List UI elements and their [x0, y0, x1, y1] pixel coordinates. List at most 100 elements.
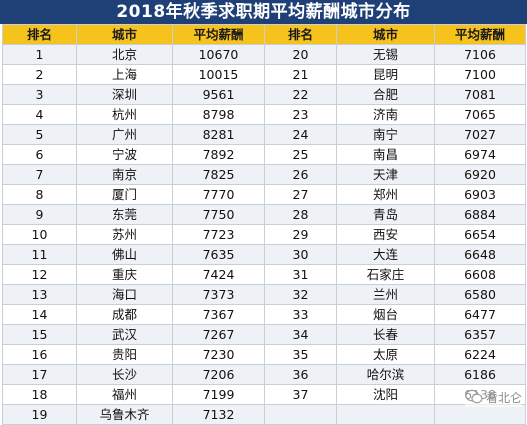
cell-rank: 33: [264, 304, 337, 325]
cell-city: 西安: [336, 224, 435, 245]
cell-rank: 12: [2, 264, 77, 285]
table-header-row: 排名 城市 平均薪酬 排名 城市 平均薪酬: [2, 24, 526, 45]
table-row: 11 佛山 7635 30 大连 6648: [2, 244, 526, 265]
cell-salary: 7230: [172, 344, 265, 365]
cell-city: 济南: [336, 104, 435, 125]
cell-city: 上海: [76, 64, 173, 85]
cell-salary: 6477: [434, 304, 526, 325]
table-row: 7 南京 7825 26 天津 6920: [2, 164, 526, 185]
cell-rank: 8: [2, 184, 77, 205]
cell-city: 杭州: [76, 104, 173, 125]
table-row: 12 重庆 7424 31 石家庄 6608: [2, 264, 526, 285]
cell-salary: 8281: [172, 124, 265, 145]
cell-city: 昆明: [336, 64, 435, 85]
table-row: 8 厦门 7770 27 郑州 6903: [2, 184, 526, 205]
header-city: 城市: [76, 24, 173, 45]
table-row: 2 上海 10015 21 昆明 7100: [2, 64, 526, 85]
cell-city: 合肥: [336, 84, 435, 105]
cell-salary: 7106: [434, 44, 526, 65]
header-rank: 排名: [264, 24, 337, 45]
cell-rank: 37: [264, 384, 337, 405]
cell-rank: 26: [264, 164, 337, 185]
cell-salary: 7132: [172, 404, 265, 425]
table-row: 15 武汉 7267 34 长春 6357: [2, 324, 526, 345]
table-row: 10 苏州 7723 29 西安 6654: [2, 224, 526, 245]
table-row: 14 成都 7367 33 烟台 6477: [2, 304, 526, 325]
cell-salary: 6608: [434, 264, 526, 285]
cell-city: 乌鲁木齐: [76, 404, 173, 425]
cell-salary: 7892: [172, 144, 265, 165]
cell-city: 成都: [76, 304, 173, 325]
cell-rank: 11: [2, 244, 77, 265]
cell-city: 东莞: [76, 204, 173, 225]
cell-salary: 6920: [434, 164, 526, 185]
watermark-text: 看北仑: [485, 390, 522, 405]
cell-city: 苏州: [76, 224, 173, 245]
cell-city: 厦门: [76, 184, 173, 205]
cell-city: 福州: [76, 384, 173, 405]
cell-salary: 7199: [172, 384, 265, 405]
cell-city: 沈阳: [336, 384, 435, 405]
cell-rank: 2: [2, 64, 77, 85]
cell-salary: 7750: [172, 204, 265, 225]
cell-rank: 1: [2, 44, 77, 65]
cell-salary: 6884: [434, 204, 526, 225]
cell-salary: 7065: [434, 104, 526, 125]
cell-rank: 16: [2, 344, 77, 365]
cell-rank: 19: [2, 404, 77, 425]
cell-salary: 7267: [172, 324, 265, 345]
cell-city: 佛山: [76, 244, 173, 265]
cell-salary: 6357: [434, 324, 526, 345]
cell-rank: 36: [264, 364, 337, 385]
cell-salary: 6648: [434, 244, 526, 265]
cell-city: 长沙: [76, 364, 173, 385]
header-rank: 排名: [2, 24, 77, 45]
cell-salary: 7424: [172, 264, 265, 285]
cell-city: 青岛: [336, 204, 435, 225]
cell-rank: 13: [2, 284, 77, 305]
cell-salary: 6654: [434, 224, 526, 245]
cell-salary: 7825: [172, 164, 265, 185]
cell-rank: 22: [264, 84, 337, 105]
cell-rank: 6: [2, 144, 77, 165]
cell-rank: 35: [264, 344, 337, 365]
cell-rank: 21: [264, 64, 337, 85]
cell-city: 石家庄: [336, 264, 435, 285]
table-row: 3 深圳 9561 22 合肥 7081: [2, 84, 526, 105]
cell-rank: 31: [264, 264, 337, 285]
cell-city: 兰州: [336, 284, 435, 305]
salary-table: 排名 城市 平均薪酬 排名 城市 平均薪酬 1 北京 10670 20 无锡 7106 2 上…: [2, 24, 526, 425]
cell-city: 广州: [76, 124, 173, 145]
cell-city: 宁波: [76, 144, 173, 165]
header-city: 城市: [336, 24, 435, 45]
cell-rank: 14: [2, 304, 77, 325]
cell-rank: 25: [264, 144, 337, 165]
cell-city: 海口: [76, 284, 173, 305]
cell-rank: 32: [264, 284, 337, 305]
cell-rank: 18: [2, 384, 77, 405]
cell-rank: 3: [2, 84, 77, 105]
table-row: 16 贵阳 7230 35 太原 6224: [2, 344, 526, 365]
cell-city: 哈尔滨: [336, 364, 435, 385]
cell-salary: 6903: [434, 184, 526, 205]
table-row: 9 东莞 7750 28 青岛 6884: [2, 204, 526, 225]
table-row: 4 杭州 8798 23 济南 7065: [2, 104, 526, 125]
cell-salary: 10670: [172, 44, 265, 65]
cell-salary: 7206: [172, 364, 265, 385]
cell-city: [336, 404, 435, 425]
header-salary: 平均薪酬: [172, 24, 265, 45]
cell-city: 贵阳: [76, 344, 173, 365]
wechat-bubble-icon: [465, 389, 483, 404]
cell-city: 天津: [336, 164, 435, 185]
cell-city: 南昌: [336, 144, 435, 165]
cell-rank: 4: [2, 104, 77, 125]
cell-salary: 7367: [172, 304, 265, 325]
cell-city: 大连: [336, 244, 435, 265]
cell-city: 无锡: [336, 44, 435, 65]
watermark: 看北仑: [464, 387, 522, 407]
cell-salary: 7723: [172, 224, 265, 245]
cell-city: 深圳: [76, 84, 173, 105]
table-row: 1 北京 10670 20 无锡 7106: [2, 44, 526, 65]
cell-rank: 10: [2, 224, 77, 245]
header-salary: 平均薪酬: [434, 24, 526, 45]
